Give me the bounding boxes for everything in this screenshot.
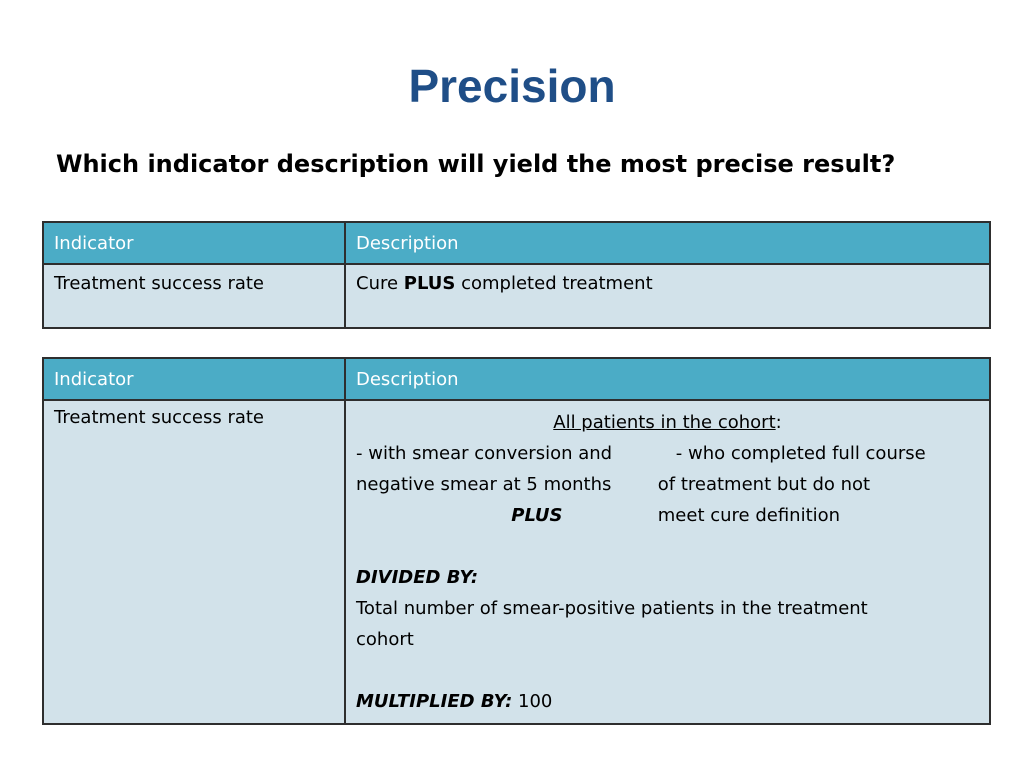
numerator-left: - with smear conversion and negative sme… — [356, 438, 658, 531]
all-patients-text: All patients in the cohort — [553, 412, 776, 433]
numerator-right-line: - who completed full course — [675, 443, 926, 464]
header-description: Description — [344, 357, 991, 401]
numerator-right: - who completed full course of treatment… — [658, 438, 979, 531]
multiplier-value: 100 — [512, 691, 553, 712]
description-text: Cure — [356, 273, 404, 294]
table-header-row: Indicator Description — [42, 221, 991, 265]
table-header-row: Indicator Description — [42, 357, 991, 401]
indicator-table-2: Indicator Description Treatment success … — [42, 357, 991, 725]
indicator-cell: Treatment success rate — [42, 399, 346, 725]
description-cell: All patients in the cohort: - with smear… — [344, 399, 991, 725]
numerator-right-line: meet cure definition — [657, 505, 841, 526]
denominator-text: cohort — [356, 629, 414, 650]
indicator-table-1: Indicator Description Treatment success … — [42, 221, 991, 329]
description-cell: Cure PLUS completed treatment — [344, 263, 991, 329]
description-text: completed treatment — [455, 273, 653, 294]
numerator-left-line: negative smear at 5 months — [356, 474, 612, 495]
numerator-block: - with smear conversion and negative sme… — [356, 438, 979, 531]
header-description: Description — [344, 221, 991, 265]
denominator-text: Total number of smear-positive patients … — [356, 598, 868, 619]
divided-by-label: DIVIDED BY: — [356, 567, 479, 588]
header-indicator: Indicator — [42, 357, 346, 401]
multiplied-by-label: MULTIPLIED BY: — [356, 691, 513, 712]
plus-keyword: PLUS — [403, 273, 456, 294]
header-indicator: Indicator — [42, 221, 346, 265]
numerator-right-line: of treatment but do not — [657, 474, 871, 495]
numerator-left-line: - with smear conversion and — [356, 443, 613, 464]
plus-keyword: PLUS — [511, 505, 563, 526]
slide-title: Precision — [408, 60, 616, 112]
colon-text: : — [775, 412, 782, 433]
slide-question: Which indicator description will yield t… — [56, 150, 896, 178]
cohort-line: All patients in the cohort: — [356, 407, 979, 438]
table-row: Treatment success rate Cure PLUS complet… — [42, 263, 991, 329]
table-row: Treatment success rate All patients in t… — [42, 399, 991, 725]
indicator-cell: Treatment success rate — [42, 263, 346, 329]
multiplier-line: MULTIPLIED BY: 100 — [356, 686, 979, 717]
